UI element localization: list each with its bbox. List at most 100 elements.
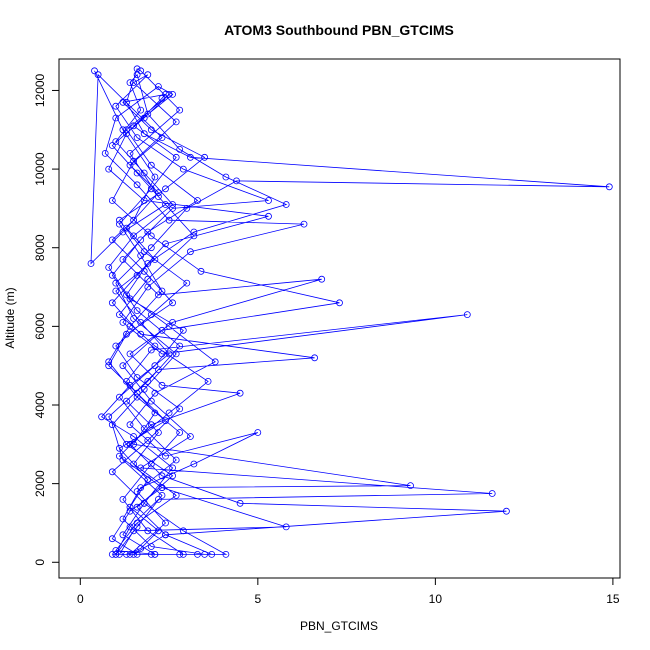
data-point (126, 149, 134, 157)
data-point (140, 248, 148, 256)
y-tick-label: 2000 (33, 470, 47, 497)
data-point (254, 429, 262, 436)
data-point (119, 318, 127, 326)
data-point (126, 507, 134, 515)
x-tick-label: 15 (606, 592, 620, 606)
data-point (183, 279, 191, 287)
data-point (140, 267, 148, 275)
data-point (105, 263, 113, 271)
data-point (119, 531, 127, 539)
data-point (119, 515, 127, 523)
data-point (105, 358, 113, 366)
data-point (172, 118, 180, 126)
data-point (123, 130, 130, 138)
data-point (130, 460, 138, 468)
data-point (123, 397, 130, 405)
data-point (94, 71, 102, 79)
data-point (123, 224, 130, 232)
data-point (151, 409, 159, 417)
data-point (233, 177, 240, 185)
data-point (158, 94, 166, 102)
y-tick-label: 0 (33, 559, 47, 566)
data-point (154, 193, 162, 201)
data-point (133, 551, 141, 558)
data-point (108, 236, 116, 244)
data-point (158, 287, 166, 295)
y-tick-label: 8000 (33, 234, 47, 261)
data-point (197, 267, 205, 275)
data-point (119, 256, 127, 263)
data-point (144, 476, 152, 484)
data-point (144, 527, 152, 535)
data-point (176, 551, 184, 558)
data-point (165, 322, 173, 330)
data-point (222, 551, 230, 558)
data-point (126, 551, 134, 558)
data-point (130, 122, 138, 130)
data-point (154, 495, 162, 503)
data-point (282, 523, 290, 531)
data-point (119, 228, 127, 236)
data-point (123, 330, 130, 338)
data-point (172, 153, 180, 161)
data-point (112, 102, 120, 110)
data-point (204, 377, 212, 385)
data-point (154, 291, 162, 299)
data-point (126, 421, 134, 429)
data-point (162, 91, 169, 98)
data-point (158, 326, 166, 334)
data-point (605, 183, 613, 191)
data-point (123, 440, 130, 448)
data-point (137, 318, 145, 326)
axes: 0 5 10 15 0 2000 4000 6000 8000 10000 12000 (33, 73, 620, 606)
data-point (112, 551, 120, 558)
points-layer (87, 65, 613, 558)
data-point (236, 389, 244, 397)
data-point (151, 362, 159, 370)
data-point (133, 307, 141, 315)
data-point (201, 153, 209, 161)
y-tick-label: 6000 (33, 313, 47, 340)
x-tick-label: 10 (429, 592, 443, 606)
data-point (133, 389, 141, 397)
data-point (105, 362, 113, 370)
y-tick-label: 12000 (33, 73, 47, 107)
data-point (108, 299, 116, 307)
data-point (265, 212, 272, 220)
data-point (105, 413, 113, 421)
data-point (144, 71, 152, 79)
data-point (140, 130, 148, 138)
data-point (133, 523, 141, 531)
data-point (126, 440, 134, 448)
data-point (112, 342, 120, 350)
data-point (126, 523, 134, 531)
series-line (90, 68, 610, 555)
data-point (147, 185, 155, 193)
data-point (140, 197, 148, 204)
data-point (137, 106, 145, 114)
data-point (172, 456, 180, 464)
data-point (154, 429, 162, 436)
data-point (176, 106, 184, 114)
data-point (108, 197, 116, 204)
data-point (151, 256, 159, 263)
data-point (137, 236, 145, 244)
data-point (158, 491, 166, 499)
data-point (147, 543, 155, 550)
data-point (147, 311, 155, 319)
data-point (282, 201, 290, 208)
data-point (144, 110, 152, 118)
data-point (140, 169, 148, 177)
data-point (169, 318, 177, 326)
y-tick-label: 4000 (33, 391, 47, 418)
data-point (162, 185, 169, 193)
data-point (144, 275, 152, 283)
data-point (137, 330, 145, 338)
y-tick-label: 10000 (33, 152, 47, 186)
data-point (137, 545, 145, 552)
data-point (502, 507, 510, 515)
data-point (190, 232, 198, 240)
data-point (130, 157, 138, 165)
data-point (154, 189, 162, 197)
y-axis-label: Altitude (m) (3, 287, 17, 348)
